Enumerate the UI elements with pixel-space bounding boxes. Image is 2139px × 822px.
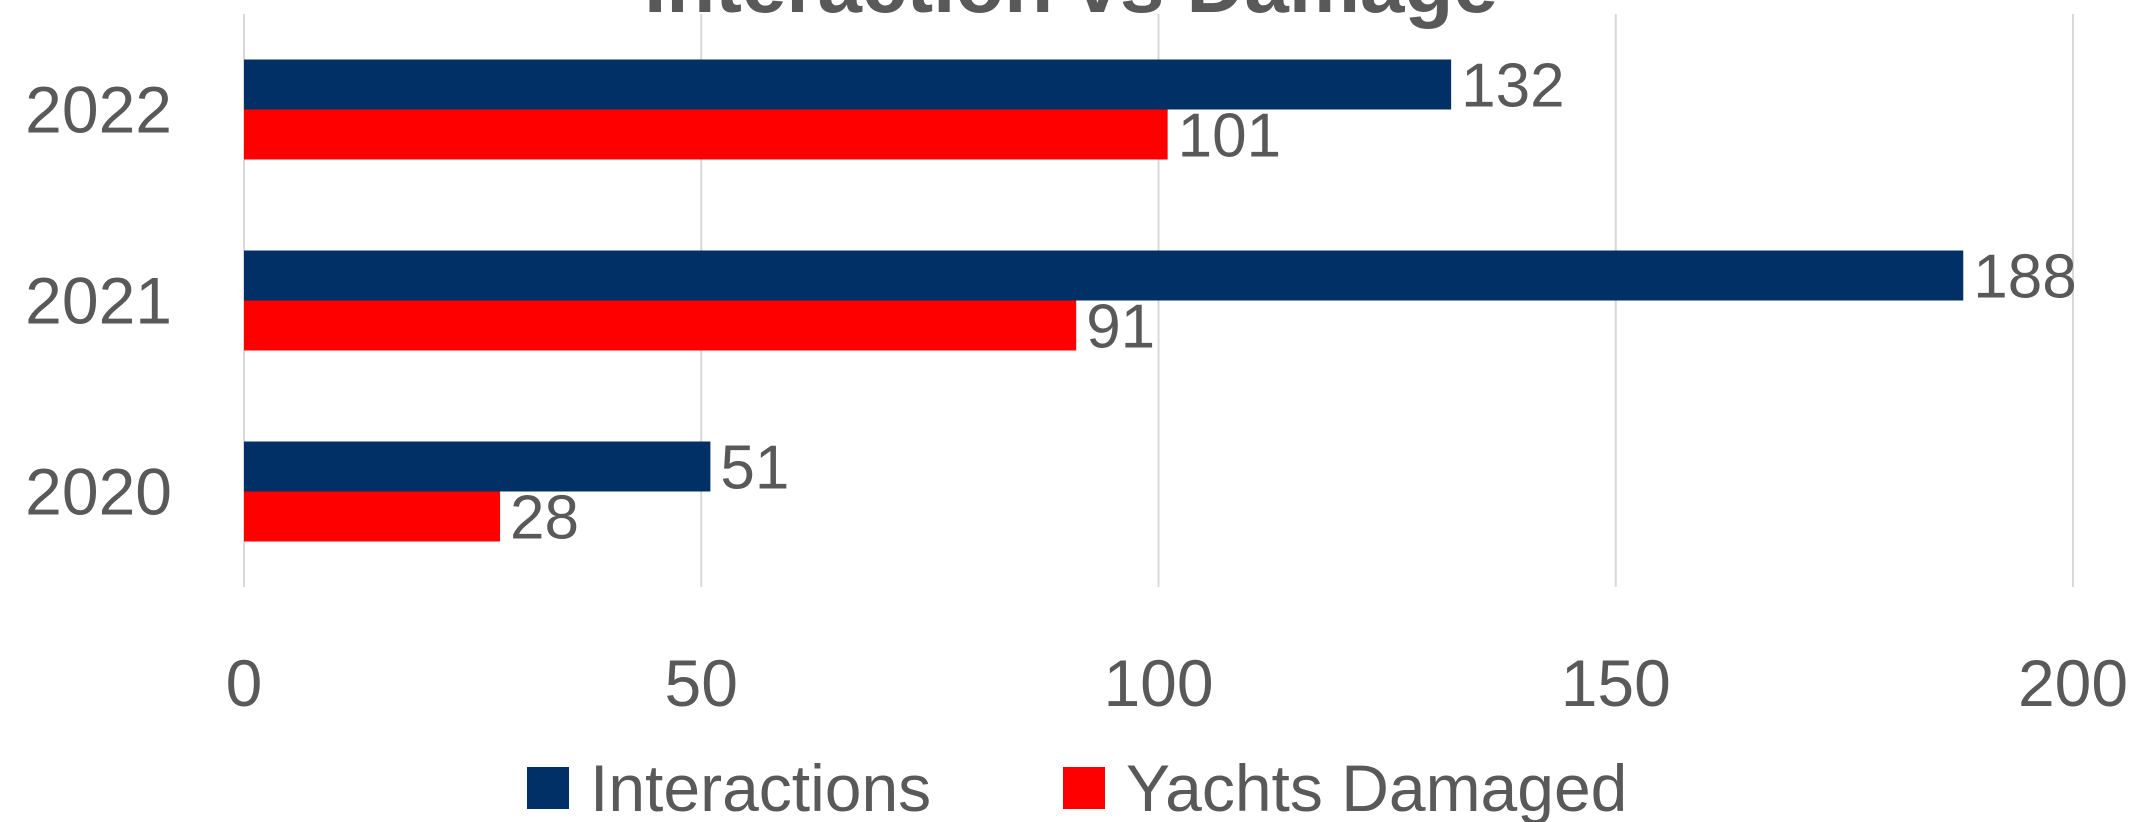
x-tick-label: 150 [1561, 646, 1671, 720]
data-label: 51 [720, 434, 789, 503]
data-label: 91 [1086, 293, 1155, 362]
x-tick-label: 200 [2018, 646, 2128, 720]
bar [244, 59, 1452, 110]
data-label: 188 [1973, 243, 2076, 312]
bar [244, 250, 1964, 301]
legend-label: Yachts Damaged [1126, 751, 1627, 822]
bar [244, 109, 1168, 160]
y-tick-label: 2020 [25, 455, 172, 529]
bar [244, 300, 1077, 351]
data-label: 28 [510, 484, 579, 553]
legend-label: Interactions [590, 751, 931, 822]
x-tick-label: 100 [1103, 646, 1213, 720]
x-tick-label: 0 [226, 646, 263, 720]
bar [244, 491, 501, 542]
data-label: 132 [1461, 52, 1564, 121]
y-tick-label: 2021 [25, 264, 172, 338]
legend-swatch [527, 767, 569, 809]
x-tick-label: 50 [665, 646, 738, 720]
bar [244, 441, 711, 492]
legend-swatch [1063, 767, 1105, 809]
y-tick-label: 2022 [25, 73, 172, 147]
chart-title: Interaction vs Damage [644, 0, 1498, 29]
data-label: 101 [1178, 102, 1281, 171]
